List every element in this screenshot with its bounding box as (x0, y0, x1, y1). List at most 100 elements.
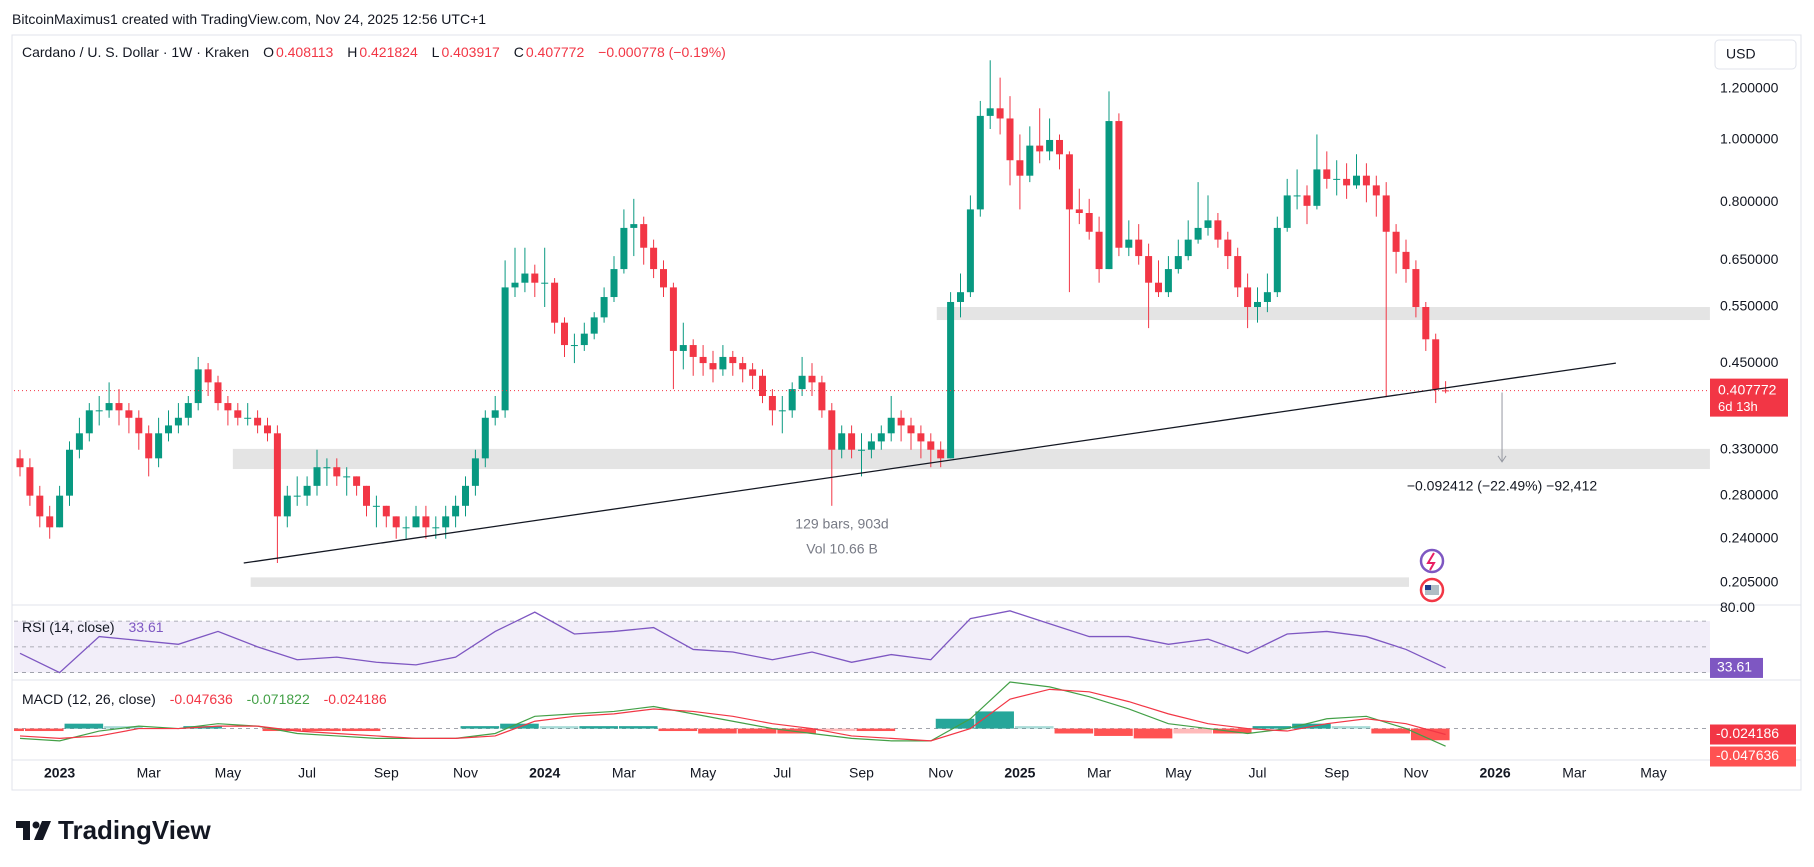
candle-body (1372, 185, 1380, 196)
candle-body (155, 433, 163, 459)
candle-body (313, 467, 321, 486)
candle-body (1442, 390, 1450, 392)
candle-body (709, 363, 717, 370)
candle-body (1422, 307, 1430, 340)
candle-body (729, 356, 737, 364)
histogram-bar (104, 726, 143, 729)
candle-body (1432, 339, 1440, 390)
candle-body (1155, 282, 1162, 293)
candle-body (333, 467, 341, 477)
y-tick-label: 0.650000 (1720, 251, 1779, 267)
candle-body (996, 108, 1004, 119)
candle-body (551, 282, 559, 323)
candle-body (1115, 121, 1123, 248)
candle-body (184, 403, 192, 418)
candle-body (699, 356, 707, 364)
currency-box[interactable] (1714, 39, 1797, 70)
candle-body (481, 417, 489, 459)
rsi-title[interactable]: RSI (14, close) (22, 619, 115, 635)
histogram-bar (1371, 728, 1410, 734)
candle-body (471, 458, 479, 486)
measure-label: −0.092412 (−22.49%) −92,412 (1407, 478, 1598, 494)
x-tick-label: May (215, 765, 241, 781)
x-tick-label: Nov (453, 765, 478, 781)
x-tick-label: Nov (1403, 765, 1428, 781)
candle-body (36, 495, 44, 517)
price-legend: Cardano / U. S. Dollar · 1W · Kraken O 0.… (22, 44, 728, 60)
histogram-bar (579, 726, 618, 729)
candle-body (759, 375, 766, 396)
candle-body (947, 301, 955, 459)
x-tick-label: May (1165, 765, 1191, 781)
candle-body (392, 516, 400, 528)
y-tick-label: 80.00 (1720, 599, 1755, 615)
candle-body (1095, 231, 1103, 270)
measure-bars: 129 bars, 903d (795, 516, 888, 532)
histogram-bar (975, 711, 1014, 729)
candle-body (452, 505, 460, 517)
candle-body (580, 333, 588, 346)
candle-body (1026, 145, 1034, 176)
x-tick-label: Sep (374, 765, 399, 781)
histogram-bar (1054, 728, 1094, 734)
candle-body (1362, 175, 1370, 186)
y-tick-label: 0.240000 (1720, 529, 1779, 545)
candle-body (165, 425, 172, 434)
histogram-value-label: -0.047636 (1716, 747, 1779, 763)
candle-body (541, 282, 549, 284)
candle-body (1145, 256, 1153, 283)
candle-body (254, 417, 262, 426)
open-value: 0.408113 (275, 44, 334, 60)
histogram-bar (1252, 726, 1292, 729)
candle-body (382, 505, 390, 517)
candle-body (194, 369, 202, 404)
x-tick-label: Mar (1087, 765, 1111, 781)
candle-body (145, 433, 153, 459)
candle-body (521, 273, 529, 283)
macd-value: -0.071822 (246, 691, 310, 707)
histogram-bar (1331, 726, 1371, 729)
histogram-bar (737, 728, 777, 734)
candle-body (1184, 239, 1192, 257)
candle-body (858, 449, 865, 451)
candle-body (491, 410, 499, 418)
candle-body (95, 410, 103, 412)
candle-body (363, 485, 370, 506)
measure-arrowhead (1497, 455, 1507, 463)
histogram-bar (1094, 728, 1133, 736)
candle-body (293, 495, 301, 497)
event-icon[interactable] (1419, 577, 1445, 603)
x-tick-label: Jul (298, 765, 316, 781)
candle-body (887, 417, 895, 434)
candle-body (1382, 195, 1390, 232)
candle-body (1412, 269, 1420, 308)
histogram-bar (658, 728, 698, 732)
x-tick-label: 2023 (44, 765, 75, 781)
candle-body (1323, 169, 1331, 179)
candle-body (46, 516, 54, 528)
candle-body (1006, 118, 1014, 161)
candle-body (768, 395, 776, 411)
symbol[interactable]: Cardano / U. S. Dollar · 1W · Kraken (22, 44, 250, 60)
candle-body (1313, 169, 1321, 206)
indicator-icon[interactable] (1419, 548, 1445, 574)
candle-body (1244, 287, 1252, 308)
candle-body (828, 410, 836, 450)
x-tick-label: May (1640, 765, 1666, 781)
candle-body (848, 433, 856, 450)
candle-body (1283, 195, 1291, 228)
low-value: 0.403917 (441, 44, 500, 60)
rsi-legend: RSI (14, close) 33.61 (22, 619, 166, 635)
candle-body (818, 382, 826, 411)
x-tick-label: Jul (1249, 765, 1267, 781)
candle-body (174, 417, 182, 426)
y-tick-label: 0.205000 (1720, 573, 1779, 589)
candle-body (976, 115, 984, 210)
candle-body (590, 317, 598, 334)
macd-title[interactable]: MACD (12, 26, close) (22, 691, 156, 707)
x-tick-label: May (690, 765, 716, 781)
candle-body (660, 269, 667, 288)
candle-body (1085, 213, 1093, 232)
candle-body (937, 449, 945, 459)
